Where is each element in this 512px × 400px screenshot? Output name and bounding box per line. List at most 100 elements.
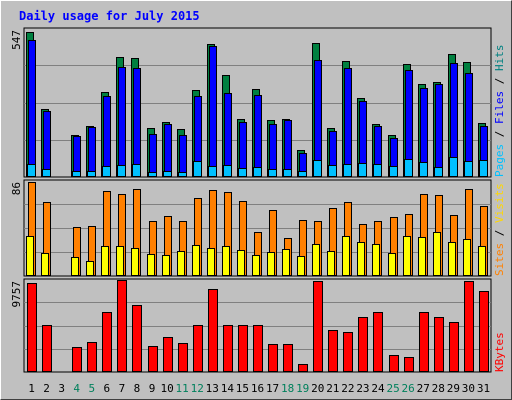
x-tick-label: 13 bbox=[206, 382, 219, 395]
bar-pages bbox=[313, 160, 322, 177]
bar-pages bbox=[223, 165, 232, 177]
bar-files bbox=[254, 95, 262, 177]
bar-sites bbox=[388, 253, 396, 276]
y-max-label: 86 bbox=[10, 182, 23, 195]
x-tick-label: 21 bbox=[326, 382, 339, 395]
bar-files bbox=[344, 68, 352, 177]
chart-title: Daily usage for July 2015 bbox=[19, 9, 200, 23]
bar-pages bbox=[87, 171, 96, 177]
bar-pages bbox=[117, 165, 126, 177]
bar-kbytes bbox=[178, 343, 188, 372]
bar-files bbox=[73, 136, 81, 177]
x-tick-label: 3 bbox=[58, 382, 65, 395]
legend-separator: / bbox=[493, 230, 506, 243]
bar-pages bbox=[268, 169, 277, 177]
bar-kbytes bbox=[419, 312, 429, 372]
legend-visits: Visits bbox=[493, 183, 506, 229]
bar-pages bbox=[479, 160, 488, 177]
bar-pages bbox=[193, 161, 202, 177]
legend-hits: Hits bbox=[493, 45, 506, 78]
bar-kbytes bbox=[373, 312, 383, 372]
x-tick-label: 8 bbox=[134, 382, 141, 395]
bar-sites bbox=[342, 236, 350, 276]
bar-sites bbox=[282, 249, 290, 276]
bar-sites bbox=[147, 254, 155, 276]
bar-kbytes bbox=[72, 347, 82, 372]
bar-sites bbox=[297, 256, 305, 276]
bar-kbytes bbox=[163, 337, 173, 372]
bar-pages bbox=[434, 167, 443, 177]
bar-pages bbox=[178, 172, 187, 177]
x-tick-label: 17 bbox=[266, 382, 279, 395]
bar-pages bbox=[298, 171, 307, 177]
bar-kbytes bbox=[283, 344, 293, 372]
bar-files bbox=[224, 93, 232, 177]
bar-sites bbox=[478, 246, 486, 276]
bar-files bbox=[149, 134, 157, 177]
x-tick-label: 6 bbox=[104, 382, 111, 395]
legend-files: Files bbox=[493, 91, 506, 131]
bar-files bbox=[314, 60, 322, 177]
x-tick-label: 15 bbox=[236, 382, 249, 395]
series-legend: Pages / Files / Hits bbox=[493, 45, 506, 178]
x-tick-label: 27 bbox=[417, 382, 430, 395]
bar-kbytes bbox=[313, 281, 323, 372]
x-tick-label: 20 bbox=[311, 382, 324, 395]
x-tick-label: 19 bbox=[296, 382, 309, 395]
bar-kbytes bbox=[238, 325, 248, 372]
bar-kbytes bbox=[343, 332, 353, 372]
x-tick-label: 4 bbox=[73, 382, 80, 395]
series-legend: Sites / Visits bbox=[493, 183, 506, 276]
bar-files bbox=[269, 124, 277, 177]
bar-sites bbox=[71, 257, 79, 276]
x-tick-label: 23 bbox=[356, 382, 369, 395]
bar-files bbox=[435, 84, 443, 177]
x-tick-label: 12 bbox=[191, 382, 204, 395]
legend-separator: / bbox=[493, 78, 506, 91]
x-tick-label: 18 bbox=[281, 382, 294, 395]
bar-sites bbox=[403, 236, 411, 276]
x-tick-label: 24 bbox=[371, 382, 385, 395]
bar-sites bbox=[101, 246, 109, 276]
x-tick-label: 16 bbox=[251, 382, 264, 395]
bar-pages bbox=[163, 171, 172, 177]
bar-files bbox=[133, 68, 141, 177]
bar-kbytes bbox=[298, 364, 308, 372]
legend-separator: / bbox=[493, 131, 506, 144]
bar-kbytes bbox=[449, 322, 459, 372]
bar-pages bbox=[373, 164, 382, 177]
bar-kbytes bbox=[193, 325, 203, 372]
bar-sites bbox=[448, 242, 456, 276]
x-tick-label: 30 bbox=[462, 382, 475, 395]
bar-pages bbox=[389, 166, 398, 177]
data-bars bbox=[26, 32, 489, 372]
bar-kbytes bbox=[479, 291, 489, 372]
bar-sites bbox=[312, 244, 320, 276]
bar-pages bbox=[404, 159, 413, 177]
bar-sites bbox=[372, 244, 380, 276]
bar-kbytes bbox=[404, 357, 414, 372]
bar-kbytes bbox=[434, 317, 444, 372]
bar-pages bbox=[358, 163, 367, 177]
bar-pages bbox=[27, 164, 36, 177]
series-legend: KBytes bbox=[493, 332, 506, 372]
bar-pages bbox=[464, 161, 473, 177]
legend-pages: Pages bbox=[493, 144, 506, 177]
bar-sites bbox=[131, 248, 139, 276]
bar-kbytes bbox=[389, 355, 399, 372]
bar-files bbox=[179, 135, 187, 177]
bar-kbytes bbox=[148, 346, 158, 372]
x-tick-label: 9 bbox=[149, 382, 156, 395]
x-tick-label: 29 bbox=[447, 382, 460, 395]
bar-pages bbox=[72, 171, 81, 177]
bar-kbytes bbox=[464, 281, 474, 372]
bar-files bbox=[28, 40, 36, 177]
x-tick-label: 26 bbox=[402, 382, 415, 395]
x-tick-label: 11 bbox=[176, 382, 189, 395]
bar-files bbox=[43, 111, 51, 177]
legend-sites: Sites bbox=[493, 243, 506, 276]
bar-pages bbox=[102, 166, 111, 177]
bar-sites bbox=[86, 261, 94, 276]
bar-kbytes bbox=[87, 342, 97, 372]
